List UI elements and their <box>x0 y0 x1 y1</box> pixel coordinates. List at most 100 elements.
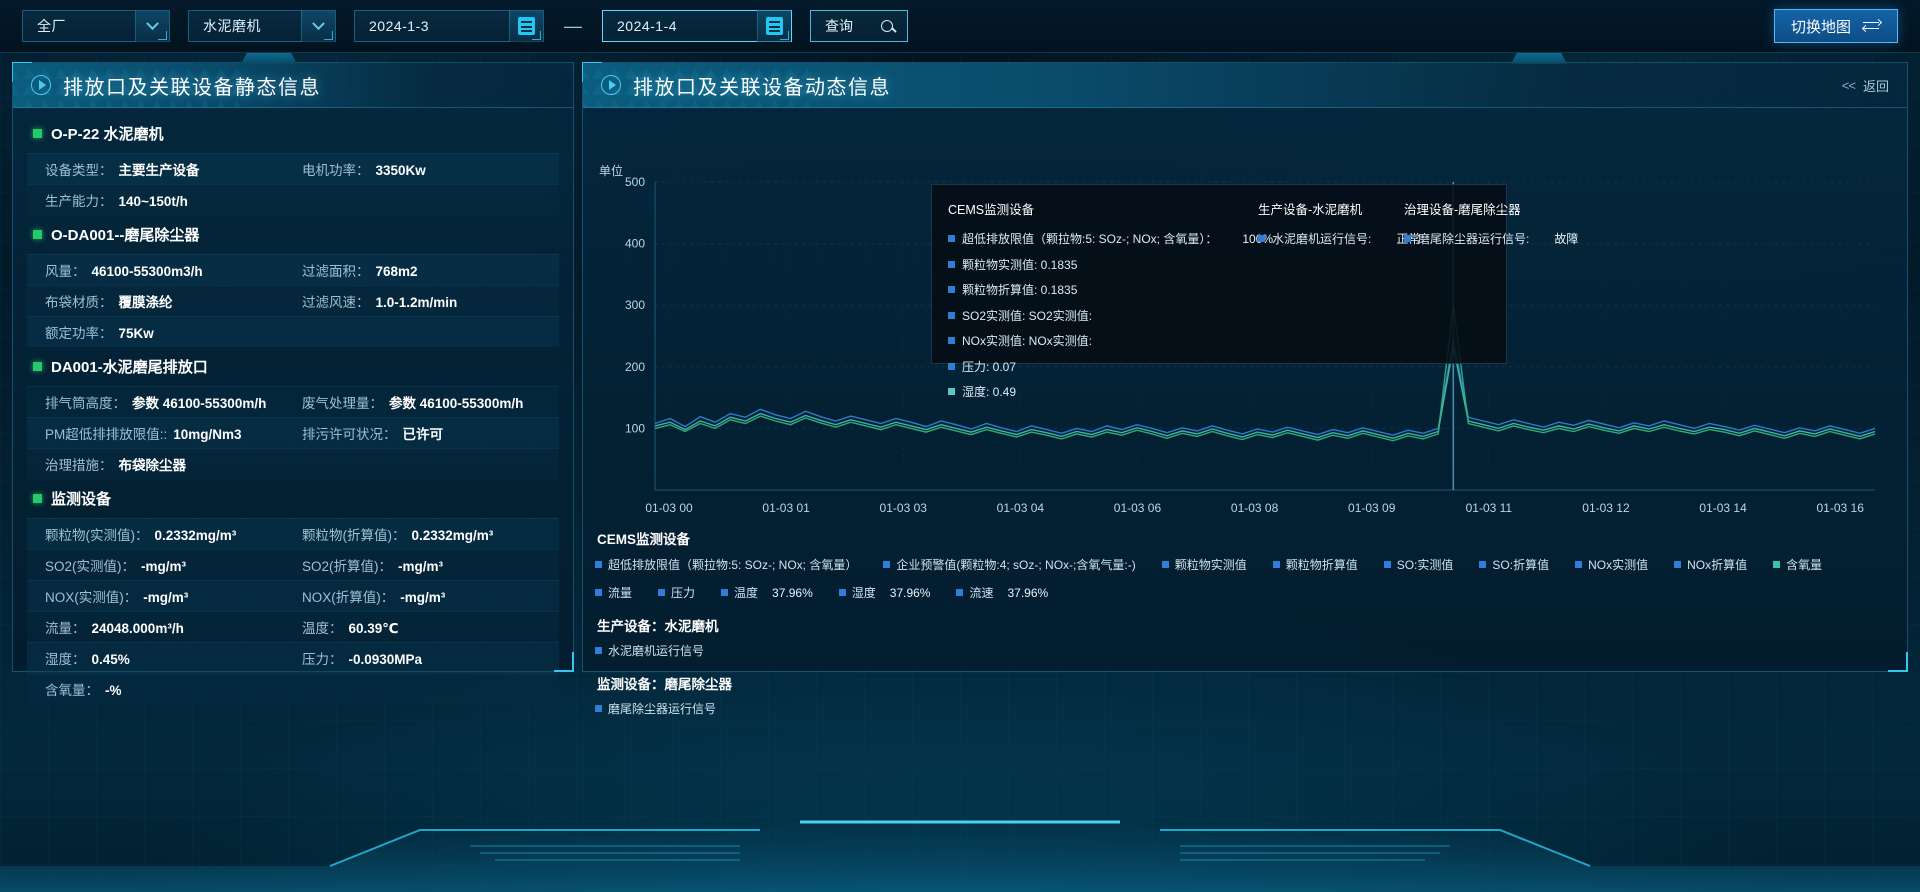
info-key: 额定功率： <box>45 326 113 341</box>
switch-map-button[interactable]: 切换地图 <box>1773 9 1898 43</box>
legend-item[interactable]: 压力 <box>658 584 695 601</box>
info-row: 额定功率： 75Kw <box>27 316 559 347</box>
calendar-icon[interactable] <box>757 10 791 42</box>
legend-item[interactable]: 磨尾除尘器运行信号 <box>595 700 716 717</box>
status-square-icon <box>33 494 42 503</box>
search-icon <box>881 20 893 32</box>
info-value: 布袋除尘器 <box>118 458 187 473</box>
device-select[interactable]: 水泥磨机 <box>188 10 336 42</box>
legend-color-dot <box>948 388 955 395</box>
tooltip-item: 超低排放限值（颗拉物:5: SOz-; NOx; 含氧量）： 100% <box>948 230 1273 247</box>
legend-color-dot <box>595 589 602 596</box>
info-value: 768m2 <box>375 264 418 279</box>
plant-select[interactable]: 全厂 <box>22 10 170 42</box>
legend-item[interactable]: 温度 37.96% <box>721 584 813 601</box>
info-value: -mg/m³ <box>398 559 444 574</box>
info-value: 140~150t/h <box>118 194 188 209</box>
legend-item-label: 磨尾除尘器运行信号 <box>608 702 717 716</box>
info-value: 0.2332mg/m³ <box>154 528 237 543</box>
equipment-group-name: O-DA001--磨尾除尘器 <box>51 227 200 244</box>
legend-item[interactable]: 流速 37.96% <box>956 584 1048 601</box>
legend-item-label: 湿度 <box>851 586 876 600</box>
legend-color-dot <box>595 647 602 654</box>
chevron-down-icon[interactable] <box>135 10 169 42</box>
tooltip-item-label: 超低排放限值（颗拉物:5: SOz-; NOx; 含氧量）： <box>962 232 1218 246</box>
info-cell: 生产能力： 140~150t/h <box>45 190 302 210</box>
chevron-down-icon[interactable] <box>301 10 335 42</box>
legend-item[interactable]: 颗粒物实测值 <box>1161 556 1247 573</box>
info-cell: 过滤风速： 1.0-1.2m/min <box>302 291 559 311</box>
info-value: 24048.000m³/h <box>91 621 184 636</box>
info-key: 过滤面积： <box>302 264 370 279</box>
info-value: -mg/m³ <box>141 559 187 574</box>
legend-item[interactable]: 流量 <box>595 584 632 601</box>
svg-text:300: 300 <box>625 298 645 312</box>
tooltip-item-value: 故障 <box>1554 232 1579 246</box>
tooltip-item-value: 100% <box>1242 232 1273 246</box>
info-cell: 含氧量： -% <box>45 679 302 699</box>
start-date-value: 2024-1-3 <box>369 18 430 34</box>
dynamic-info-body: 单位 100 200 300 400 500 01-03 00 01-03 01 01-03 … <box>583 108 1907 716</box>
legend-item[interactable]: SO:实测值 <box>1383 556 1453 573</box>
legend-color-dot <box>1575 561 1583 568</box>
legend-item[interactable]: NOx折算值 <box>1674 556 1747 573</box>
legend-item-label: NOx折算值 <box>1687 558 1748 572</box>
legend-color-dot <box>721 589 729 596</box>
legend-color-dot <box>1161 561 1169 568</box>
legend-item[interactable]: 超低排放限值（颗拉物:5: SOz-; NOx; 含氧量） <box>595 556 857 573</box>
equipment-group-name: O-P-22 水泥磨机 <box>51 126 164 143</box>
calendar-icon[interactable] <box>509 10 543 42</box>
info-key: 生产能力： <box>45 194 113 209</box>
info-value: 10mg/Nm3 <box>173 427 242 442</box>
info-cell: SO2(实测值)： -mg/m³ <box>45 555 302 575</box>
info-key: SO2(折算值)： <box>302 559 393 574</box>
legend-color-dot <box>948 337 955 344</box>
info-row: 生产能力： 140~150t/h <box>27 184 559 215</box>
info-value: 已许可 <box>402 427 444 442</box>
legend-section-title: CEMS监测设备 <box>597 532 691 547</box>
static-info-title: 排放口及关联设备静态信息 <box>63 76 321 99</box>
play-circle-icon <box>31 75 51 95</box>
legend-item[interactable]: 颗粒物折算值 <box>1272 556 1358 573</box>
info-value: -% <box>105 683 122 698</box>
start-date-input[interactable]: 2024-1-3 <box>354 10 544 42</box>
svg-text:100: 100 <box>625 421 645 435</box>
info-row: 治理措施： 布袋除尘器 <box>27 448 559 479</box>
legend-item-value: 37.96% <box>889 585 931 600</box>
svg-text:200: 200 <box>625 360 645 374</box>
legend-item[interactable]: NOx实测值 <box>1575 556 1648 573</box>
legend-item[interactable]: SO:折算值 <box>1479 556 1549 573</box>
equipment-group-name: 监测设备 <box>51 491 112 508</box>
legend-item[interactable]: 企业预警值(颗粒物:4; sOz-; NOx-;含氧气量:-) <box>883 556 1136 573</box>
end-date-input[interactable]: 2024-1-4 <box>602 10 792 42</box>
info-row: 颗粒物(实测值)： 0.2332mg/m³ 颗粒物(折算值)： 0.2332mg/m³ <box>27 518 559 549</box>
legend-item[interactable]: 含氧量 <box>1773 556 1822 573</box>
legend-item[interactable]: 水泥磨机运行信号 <box>595 642 704 659</box>
info-cell: 温度： 60.39℃ <box>302 617 559 637</box>
equipment-group-header: 监测设备 <box>27 479 559 518</box>
back-label: 返回 <box>1862 78 1889 94</box>
info-cell: 电机功率： 3350Kw <box>302 159 559 179</box>
legend-item-label: 压力 <box>671 586 696 600</box>
info-row: 湿度： 0.45% 压力： -0.0930MPa <box>27 642 559 673</box>
svg-text:01-03 14: 01-03 14 <box>1699 501 1747 515</box>
legend-section-title: 监测设备：磨尾除尘器 <box>597 677 732 692</box>
info-row: 设备类型： 主要生产设备 电机功率： 3350Kw <box>27 153 559 184</box>
info-key: PM超低排排放限值:: <box>45 427 168 442</box>
legend-items: 超低排放限值（颗拉物:5: SOz-; NOx; 含氧量） 企业预警值(颗粒物:4… <box>595 556 1895 601</box>
legend-items: 水泥磨机运行信号 <box>595 642 1895 659</box>
info-row: NOX(实测值)： -mg/m³ NOX(折算值)： -mg/m³ <box>27 580 559 611</box>
legend-item-label: 流量 <box>608 586 633 600</box>
back-button[interactable]: << 返回 <box>1842 76 1889 95</box>
svg-text:01-03 06: 01-03 06 <box>1114 501 1162 515</box>
static-info-body: O-P-22 水泥磨机设备类型： 主要生产设备 电机功率： 3350Kw 生产能力： 14… <box>13 108 573 714</box>
legend-item[interactable]: 湿度 37.96% <box>838 584 931 601</box>
info-key: 风量： <box>45 264 86 279</box>
search-button[interactable]: 查询 <box>810 10 908 42</box>
legend-item-label: 超低排放限值（颗拉物:5: SOz-; NOx; 含氧量） <box>608 558 858 572</box>
tooltip-item: 湿度: 0.49 <box>948 383 1258 400</box>
info-row: 风量： 46100-55300m3/h 过滤面积： 768m2 <box>27 254 559 285</box>
legend-color-dot <box>1272 561 1280 568</box>
legend-items: 磨尾除尘器运行信号 <box>595 700 1895 717</box>
info-row: 排气筒高度： 参数 46100-55300m/h 废气处理量： 参数 46100-55… <box>27 386 559 417</box>
